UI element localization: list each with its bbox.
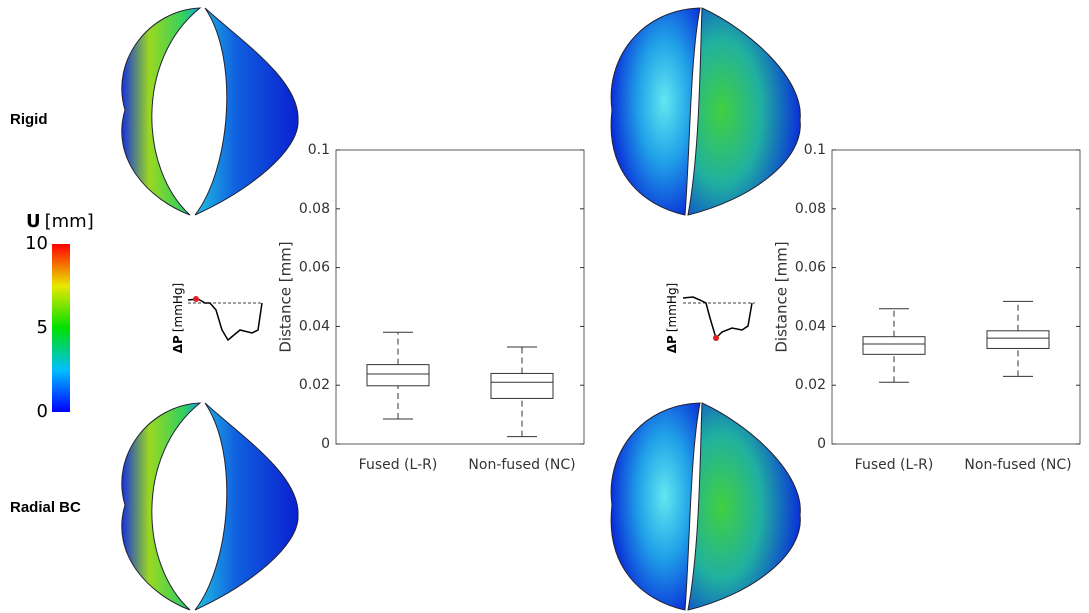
box xyxy=(862,336,926,355)
y-tick-label: 0.04 xyxy=(795,318,826,334)
plot-frame xyxy=(831,149,1081,445)
box xyxy=(366,364,430,387)
colorbar-title: U [mm] xyxy=(26,211,94,232)
colorbar-tick-label: 5 xyxy=(37,317,48,338)
y-tick-label: 0.04 xyxy=(299,318,330,334)
y-tick-label: 0.08 xyxy=(299,201,330,217)
y-tick-label: 0 xyxy=(321,436,330,452)
plot-frame xyxy=(335,149,585,445)
y-axis-label: Distance [mm] xyxy=(773,241,791,352)
colorbar-unit: [mm] xyxy=(45,211,94,232)
y-tick-label: 0.1 xyxy=(804,142,826,158)
row-label: Radial BC xyxy=(10,499,81,516)
colorbar-tick-label: 10 xyxy=(25,233,48,254)
valve-image xyxy=(121,7,299,216)
colorbar-symbol: U xyxy=(26,211,41,232)
box xyxy=(986,330,1050,349)
y-tick-label: 0.06 xyxy=(795,260,826,276)
pressure-unit: [mmHg] xyxy=(665,283,679,332)
row-label: Rigid xyxy=(10,111,48,128)
x-tick-label: Non-fused (NC) xyxy=(964,457,1071,473)
x-tick-label: Non-fused (NC) xyxy=(468,457,575,473)
valve-image xyxy=(610,402,801,611)
svg-text:ΔP[mmHg]: ΔP [mmHg] xyxy=(665,283,679,353)
svg-text:ΔP[mmHg]: ΔP [mmHg] xyxy=(171,283,185,353)
colorbar-tick-label: 0 xyxy=(37,401,48,422)
y-tick-label: 0.02 xyxy=(299,377,330,393)
pressure-inset: ΔP [mmHg] xyxy=(171,283,263,353)
y-tick-label: 0.1 xyxy=(308,142,330,158)
box xyxy=(490,372,554,399)
valve-image xyxy=(121,402,299,611)
y-tick-label: 0.08 xyxy=(795,201,826,217)
valve-image xyxy=(610,7,801,216)
x-tick-label: Fused (L-R) xyxy=(359,457,438,473)
colorbar xyxy=(52,244,70,412)
y-tick-label: 0.02 xyxy=(795,377,826,393)
y-tick-label: 0 xyxy=(817,436,826,452)
y-tick-label: 0.06 xyxy=(299,260,330,276)
pressure-unit: [mmHg] xyxy=(171,283,185,332)
pressure-symbol: ΔP xyxy=(665,335,679,353)
x-tick-label: Fused (L-R) xyxy=(855,457,934,473)
y-axis-label: Distance [mm] xyxy=(277,241,295,352)
colorbar-ticks: 0 5 10 xyxy=(25,233,48,422)
pressure-inset: ΔP [mmHg] xyxy=(665,283,755,353)
pressure-symbol: ΔP xyxy=(171,335,185,353)
